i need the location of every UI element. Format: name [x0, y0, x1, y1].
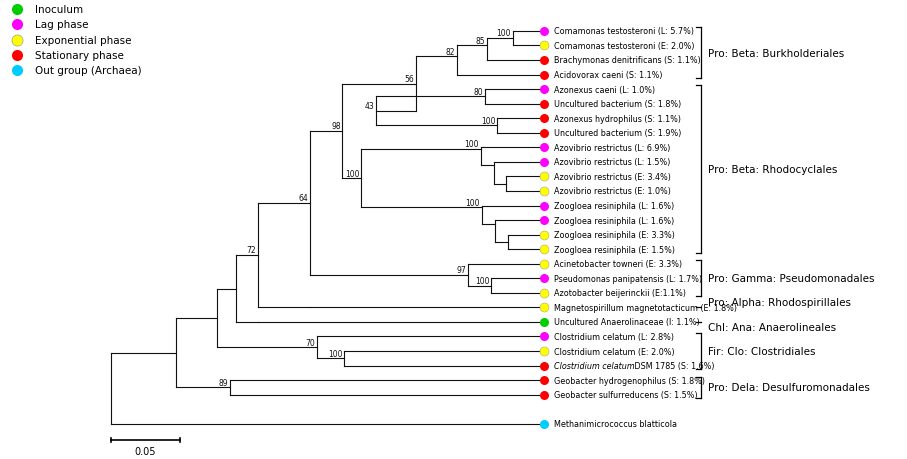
Text: Geobacter sulfurreducens (S: 1.5%): Geobacter sulfurreducens (S: 1.5%) [554, 390, 697, 399]
Text: 80: 80 [473, 88, 483, 96]
Text: 82: 82 [445, 48, 454, 56]
Text: 100: 100 [465, 198, 480, 207]
Text: Inoculum: Inoculum [34, 5, 83, 15]
Text: Comamonas testosteroni (E: 2.0%): Comamonas testosteroni (E: 2.0%) [554, 42, 695, 51]
Text: Geobacter hydrogenophilus (S: 1.8%): Geobacter hydrogenophilus (S: 1.8%) [554, 376, 705, 385]
Text: Zoogloea resiniphila (L: 1.6%): Zoogloea resiniphila (L: 1.6%) [554, 202, 675, 211]
Text: 72: 72 [247, 246, 256, 255]
Text: Azovibrio restrictus (L: 1.5%): Azovibrio restrictus (L: 1.5%) [554, 158, 670, 167]
Text: Brachymonas denitrificans (S: 1.1%): Brachymonas denitrificans (S: 1.1%) [554, 56, 701, 65]
Text: DSM 1785 (S: 1.6%): DSM 1785 (S: 1.6%) [632, 361, 715, 370]
Text: Pro: Gamma: Pseudomonadales: Pro: Gamma: Pseudomonadales [708, 274, 874, 284]
Text: Stationary phase: Stationary phase [34, 51, 123, 61]
Text: Azovibrio restrictus (E: 3.4%): Azovibrio restrictus (E: 3.4%) [554, 173, 671, 181]
Text: 100: 100 [496, 29, 511, 39]
Text: 100: 100 [475, 276, 490, 285]
Text: Uncultured bacterium (S: 1.9%): Uncultured bacterium (S: 1.9%) [554, 129, 681, 138]
Text: 100: 100 [328, 349, 343, 358]
Text: Comamonas testosteroni (L: 5.7%): Comamonas testosteroni (L: 5.7%) [554, 28, 694, 36]
Text: Acinetobacter towneri (E: 3.3%): Acinetobacter towneri (E: 3.3%) [554, 260, 682, 269]
Text: Uncultured Anaerolinaceae (I: 1.1%): Uncultured Anaerolinaceae (I: 1.1%) [554, 318, 700, 327]
Text: Out group (Archaea): Out group (Archaea) [34, 66, 141, 76]
Text: Clostridium celatum (L: 2.8%): Clostridium celatum (L: 2.8%) [554, 332, 674, 341]
Text: 89: 89 [219, 378, 229, 387]
Text: Pseudomonas panipatensis (L: 1.7%): Pseudomonas panipatensis (L: 1.7%) [554, 274, 702, 283]
Text: Methanimicrococcus blatticola: Methanimicrococcus blatticola [554, 420, 678, 428]
Text: Pro: Beta: Burkholderiales: Pro: Beta: Burkholderiales [708, 49, 844, 59]
Text: 98: 98 [331, 122, 341, 131]
Text: Zoogloea resiniphila (E: 3.3%): Zoogloea resiniphila (E: 3.3%) [554, 230, 675, 240]
Text: 100: 100 [464, 140, 479, 149]
Text: Exponential phase: Exponential phase [34, 35, 132, 45]
Text: Acidovorax caeni (S: 1.1%): Acidovorax caeni (S: 1.1%) [554, 71, 663, 80]
Text: Azovibrio restrictus (E: 1.0%): Azovibrio restrictus (E: 1.0%) [554, 187, 671, 196]
Text: Pro: Dela: Desulfuromonadales: Pro: Dela: Desulfuromonadales [708, 383, 870, 392]
Text: Chl: Ana: Anaerolineales: Chl: Ana: Anaerolineales [708, 322, 836, 332]
Text: Azonexus hydrophilus (S: 1.1%): Azonexus hydrophilus (S: 1.1%) [554, 114, 681, 123]
Text: 100: 100 [346, 169, 360, 178]
Text: 70: 70 [305, 338, 315, 347]
Text: Magnetospirillum magnetotacticum (E: 1.8%): Magnetospirillum magnetotacticum (E: 1.8… [554, 303, 737, 312]
Text: Uncultured bacterium (S: 1.8%): Uncultured bacterium (S: 1.8%) [554, 100, 681, 109]
Text: 43: 43 [365, 102, 375, 111]
Text: 100: 100 [481, 117, 495, 125]
Text: 56: 56 [405, 75, 414, 84]
Text: 0.05: 0.05 [134, 447, 156, 456]
Text: Zoogloea resiniphila (L: 1.6%): Zoogloea resiniphila (L: 1.6%) [554, 216, 675, 225]
Text: Fir: Clo: Clostridiales: Fir: Clo: Clostridiales [708, 346, 815, 356]
Text: Zoogloea resiniphila (E: 1.5%): Zoogloea resiniphila (E: 1.5%) [554, 245, 675, 254]
Text: Azonexus caeni (L: 1.0%): Azonexus caeni (L: 1.0%) [554, 85, 656, 95]
Text: Pro: Beta: Rhodocyclales: Pro: Beta: Rhodocyclales [708, 165, 837, 175]
Text: 85: 85 [475, 37, 485, 45]
Text: Lag phase: Lag phase [34, 20, 88, 30]
Text: Pro: Alpha: Rhodospirillales: Pro: Alpha: Rhodospirillales [708, 297, 851, 308]
Text: Clostridium celatum (E: 2.0%): Clostridium celatum (E: 2.0%) [554, 347, 675, 356]
Text: 64: 64 [298, 194, 307, 202]
Text: Azotobacter beijerinckii (E:1.1%): Azotobacter beijerinckii (E:1.1%) [554, 289, 687, 298]
Text: 97: 97 [456, 265, 466, 274]
Text: Clostridium celatum: Clostridium celatum [554, 361, 635, 370]
Text: Azovibrio restrictus (L: 6.9%): Azovibrio restrictus (L: 6.9%) [554, 144, 670, 152]
